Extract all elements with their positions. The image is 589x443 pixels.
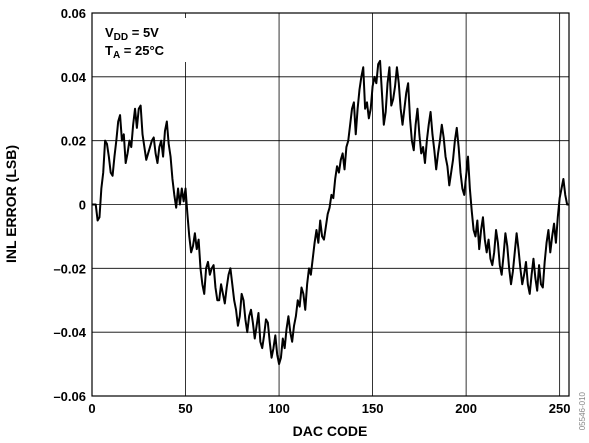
y-tick-label: –0.04 bbox=[53, 325, 86, 340]
vdd-symbol: V bbox=[105, 25, 114, 40]
x-tick-label: 200 bbox=[455, 401, 477, 416]
x-tick-label: 250 bbox=[549, 401, 571, 416]
y-tick-label: –0.06 bbox=[53, 389, 86, 404]
ta-subscript: A bbox=[113, 50, 120, 61]
ta-symbol: T bbox=[105, 43, 113, 58]
x-tick-label: 50 bbox=[178, 401, 192, 416]
vdd-value: = 5V bbox=[128, 25, 159, 40]
vdd-subscript: DD bbox=[114, 32, 128, 43]
y-axis-label: INL ERROR (LSB) bbox=[3, 145, 19, 263]
x-tick-label: 0 bbox=[88, 401, 95, 416]
y-tick-label: 0.02 bbox=[61, 134, 86, 149]
figure-code: 05546-010 bbox=[578, 391, 587, 430]
x-tick-label: 150 bbox=[362, 401, 384, 416]
conditions-legend: VDD = 5V TA = 25°C bbox=[97, 18, 190, 62]
x-axis-label: DAC CODE bbox=[293, 423, 368, 439]
ta-value: = 25°C bbox=[120, 43, 164, 58]
y-tick-label: 0 bbox=[79, 198, 86, 213]
y-tick-label: 0.04 bbox=[61, 70, 87, 85]
y-tick-label: –0.02 bbox=[53, 261, 86, 276]
x-tick-label: 100 bbox=[268, 401, 290, 416]
y-tick-label: 0.06 bbox=[61, 6, 86, 21]
